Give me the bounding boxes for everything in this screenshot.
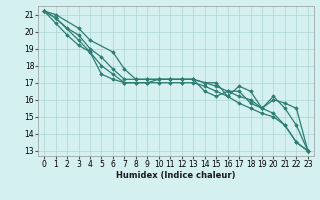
- X-axis label: Humidex (Indice chaleur): Humidex (Indice chaleur): [116, 171, 236, 180]
